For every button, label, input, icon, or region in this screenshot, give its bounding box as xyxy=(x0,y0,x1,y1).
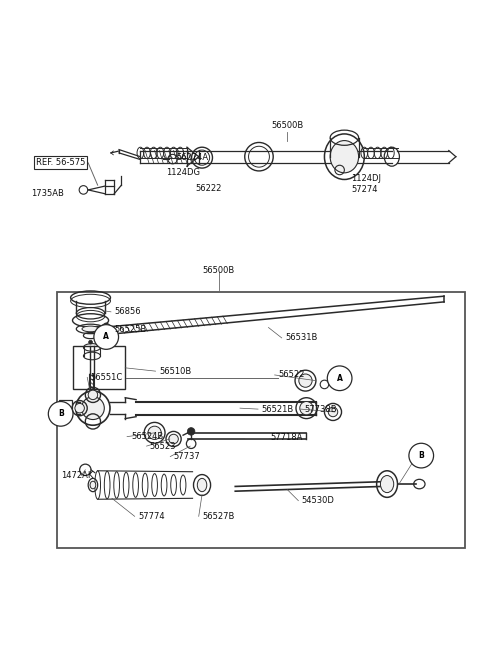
Text: 57274: 57274 xyxy=(351,185,378,195)
Text: 56524B: 56524B xyxy=(131,432,163,441)
Ellipse shape xyxy=(300,402,313,415)
Text: 1735AB: 1735AB xyxy=(31,189,64,198)
Ellipse shape xyxy=(148,426,161,440)
Bar xyxy=(59,400,72,417)
Ellipse shape xyxy=(90,401,95,406)
Text: 56523: 56523 xyxy=(150,441,176,451)
Ellipse shape xyxy=(88,390,97,400)
Text: B: B xyxy=(419,451,424,460)
Ellipse shape xyxy=(89,341,93,344)
Text: 54530D: 54530D xyxy=(301,496,335,505)
Text: 56222: 56222 xyxy=(195,185,221,193)
Ellipse shape xyxy=(169,434,179,443)
Text: 56224A: 56224A xyxy=(176,153,208,162)
Text: A: A xyxy=(103,333,109,341)
Text: REF. 56-575: REF. 56-575 xyxy=(36,159,85,168)
Text: 56525B: 56525B xyxy=(114,326,146,334)
Text: 57774: 57774 xyxy=(138,512,165,521)
Ellipse shape xyxy=(187,428,195,435)
Text: 56522: 56522 xyxy=(278,371,304,379)
Text: 56521B: 56521B xyxy=(261,405,294,413)
Text: 56856: 56856 xyxy=(114,307,141,316)
Ellipse shape xyxy=(299,374,312,387)
Ellipse shape xyxy=(82,397,104,420)
Ellipse shape xyxy=(90,481,96,489)
Ellipse shape xyxy=(75,403,84,413)
Ellipse shape xyxy=(328,407,338,417)
Ellipse shape xyxy=(381,476,394,493)
Text: 56500B: 56500B xyxy=(203,266,235,275)
Text: 56531B: 56531B xyxy=(285,333,317,343)
Ellipse shape xyxy=(409,443,433,468)
Bar xyxy=(73,346,125,389)
Text: 56551C: 56551C xyxy=(91,373,123,382)
Ellipse shape xyxy=(330,141,359,173)
Ellipse shape xyxy=(48,402,73,426)
Text: 57737: 57737 xyxy=(174,452,200,461)
Text: 56500B: 56500B xyxy=(271,121,303,130)
Text: 57738B: 57738B xyxy=(304,405,336,413)
Text: B: B xyxy=(58,409,63,419)
Text: 1124DG: 1124DG xyxy=(167,168,201,178)
Ellipse shape xyxy=(197,478,207,492)
Text: 56527B: 56527B xyxy=(202,512,234,521)
Ellipse shape xyxy=(94,325,119,349)
Text: 1472AK: 1472AK xyxy=(60,471,93,480)
Text: 1124DJ: 1124DJ xyxy=(351,174,382,183)
Ellipse shape xyxy=(82,326,99,332)
Ellipse shape xyxy=(327,366,352,390)
Text: A: A xyxy=(336,374,343,383)
Text: 57718A: 57718A xyxy=(271,433,303,442)
Text: 56510B: 56510B xyxy=(159,367,192,376)
